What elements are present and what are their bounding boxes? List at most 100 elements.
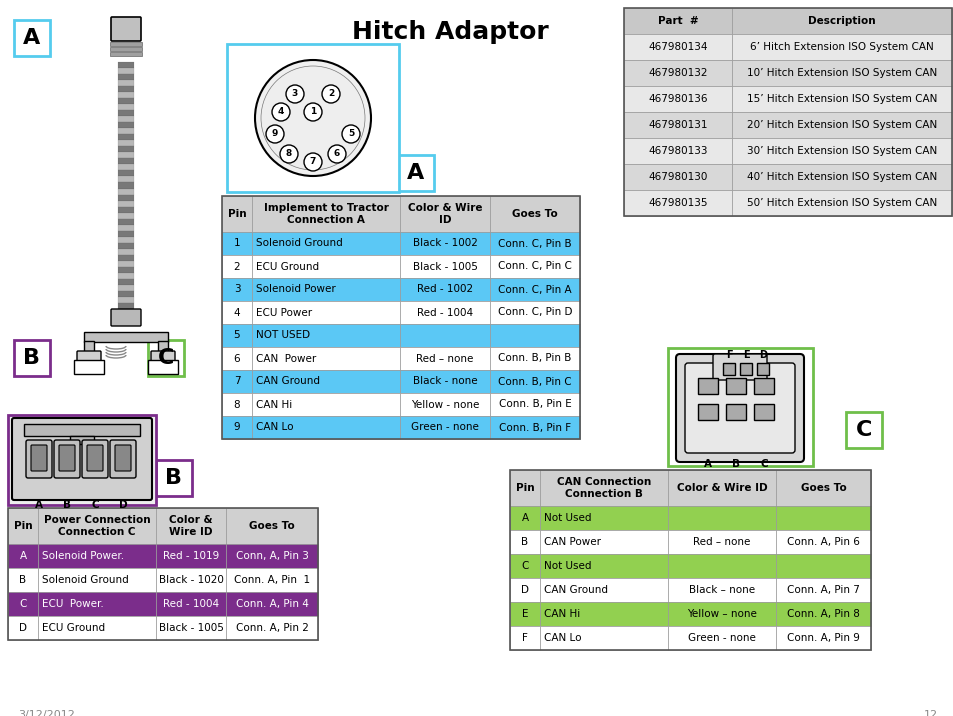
Bar xyxy=(667,626,775,650)
Bar xyxy=(775,470,870,506)
Bar xyxy=(490,255,579,278)
Text: Color & Wire ID: Color & Wire ID xyxy=(676,483,766,493)
FancyBboxPatch shape xyxy=(115,445,131,471)
Text: 2: 2 xyxy=(233,261,240,271)
Bar xyxy=(698,404,718,420)
Bar xyxy=(118,267,133,273)
Text: B: B xyxy=(521,537,528,547)
FancyBboxPatch shape xyxy=(26,440,52,478)
Text: 467980130: 467980130 xyxy=(648,172,707,182)
Circle shape xyxy=(341,125,359,143)
Bar xyxy=(118,158,133,165)
Bar xyxy=(252,370,399,393)
Text: CAN  Power: CAN Power xyxy=(255,354,315,364)
Bar xyxy=(252,196,399,232)
Text: C: C xyxy=(855,420,871,440)
Text: NOT USED: NOT USED xyxy=(255,331,310,341)
Text: A: A xyxy=(19,551,27,561)
Text: 5: 5 xyxy=(348,130,354,138)
Text: Conn. C, Pin A: Conn. C, Pin A xyxy=(497,284,571,294)
Text: Conn. C, Pin C: Conn. C, Pin C xyxy=(497,261,572,271)
FancyBboxPatch shape xyxy=(12,418,152,500)
Text: A: A xyxy=(521,513,528,523)
Text: 7: 7 xyxy=(233,377,240,387)
Text: Green - none: Green - none xyxy=(411,422,478,432)
Text: 3/12/2012: 3/12/2012 xyxy=(18,710,74,716)
Text: Conn. A, Pin 7: Conn. A, Pin 7 xyxy=(786,585,859,595)
Bar xyxy=(227,44,398,192)
Bar xyxy=(118,243,133,248)
Bar xyxy=(118,110,133,116)
Bar xyxy=(226,592,317,616)
Text: CAN Ground: CAN Ground xyxy=(255,377,319,387)
Text: Red - 1002: Red - 1002 xyxy=(416,284,473,294)
Bar xyxy=(118,80,133,86)
Text: 9: 9 xyxy=(272,130,278,138)
Bar xyxy=(226,616,317,640)
Bar xyxy=(118,297,133,303)
Bar xyxy=(252,232,399,255)
Text: Red – none: Red – none xyxy=(693,537,750,547)
Text: CAN Ground: CAN Ground xyxy=(543,585,607,595)
Bar xyxy=(118,92,133,98)
Bar xyxy=(74,360,104,374)
Text: 40’ Hitch Extension ISO System CAN: 40’ Hitch Extension ISO System CAN xyxy=(746,172,936,182)
Bar xyxy=(222,370,252,393)
Text: Black - 1005: Black - 1005 xyxy=(158,623,223,633)
Text: B: B xyxy=(24,348,40,368)
Text: D: D xyxy=(19,623,27,633)
Text: Green - none: Green - none xyxy=(687,633,755,643)
Text: Conn. A, Pin 8: Conn. A, Pin 8 xyxy=(786,609,859,619)
Bar xyxy=(222,278,252,301)
Bar xyxy=(399,416,490,439)
Bar xyxy=(118,188,133,195)
Text: CAN Lo: CAN Lo xyxy=(543,633,581,643)
Bar xyxy=(510,530,539,554)
Bar xyxy=(222,347,252,370)
Text: A: A xyxy=(703,459,711,469)
Bar xyxy=(118,248,133,255)
Text: Black - 1020: Black - 1020 xyxy=(158,575,223,585)
FancyBboxPatch shape xyxy=(54,440,80,478)
Text: E: E xyxy=(521,609,528,619)
Bar xyxy=(399,232,490,255)
Bar xyxy=(399,278,490,301)
Bar xyxy=(8,592,38,616)
Bar xyxy=(148,360,178,374)
Text: D: D xyxy=(759,350,766,360)
Bar xyxy=(118,62,133,68)
Bar xyxy=(118,104,133,110)
FancyBboxPatch shape xyxy=(111,17,141,41)
Bar xyxy=(118,135,133,140)
Text: Conn. A, Pin  1: Conn. A, Pin 1 xyxy=(233,575,310,585)
Text: 467980136: 467980136 xyxy=(648,94,707,104)
Bar xyxy=(118,255,133,261)
Bar xyxy=(490,324,579,347)
Text: Black - none: Black - none xyxy=(413,377,476,387)
Bar xyxy=(623,60,731,86)
Bar xyxy=(252,301,399,324)
Bar xyxy=(156,592,226,616)
Bar xyxy=(399,393,490,416)
Text: Red - 1004: Red - 1004 xyxy=(416,307,473,317)
FancyBboxPatch shape xyxy=(87,445,103,471)
Circle shape xyxy=(280,145,297,163)
Text: Color &
Wire ID: Color & Wire ID xyxy=(169,515,213,537)
Bar xyxy=(490,347,579,370)
Circle shape xyxy=(286,85,304,103)
Text: Conn. A, Pin 2: Conn. A, Pin 2 xyxy=(235,623,308,633)
Circle shape xyxy=(328,145,346,163)
Bar xyxy=(399,324,490,347)
Circle shape xyxy=(254,60,371,176)
Text: 8: 8 xyxy=(286,150,292,158)
Bar xyxy=(226,568,317,592)
Bar xyxy=(8,544,38,568)
Bar xyxy=(118,207,133,213)
Bar xyxy=(667,554,775,578)
Bar xyxy=(775,506,870,530)
Bar xyxy=(118,165,133,170)
Bar xyxy=(24,424,140,436)
Bar xyxy=(252,416,399,439)
FancyBboxPatch shape xyxy=(30,445,47,471)
FancyBboxPatch shape xyxy=(110,440,136,478)
